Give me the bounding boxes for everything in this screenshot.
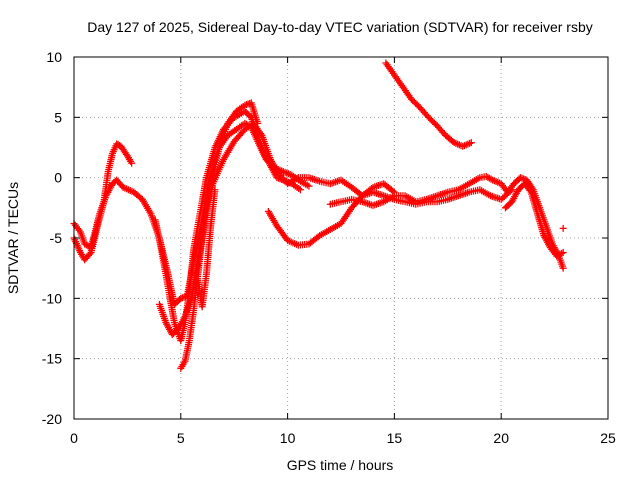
y-tick-label: -5 [50,230,63,246]
series-track-h [326,172,567,272]
data-point [559,224,567,232]
series-track-k [559,224,567,232]
x-tick-label: 20 [493,430,509,446]
y-tick-label: 10 [46,49,62,65]
series-track-c [151,107,304,345]
data-point [296,186,304,194]
grid-lines [74,57,608,419]
data-points [70,59,567,372]
x-axis-ticks: 0 5 10 15 20 25 [70,57,616,446]
data-point [559,248,567,256]
x-tick-label: 10 [280,430,296,446]
y-tick-label: 0 [54,170,62,186]
data-point [211,186,219,194]
x-tick-label: 15 [387,430,403,446]
chart-title: Day 127 of 2025, Sidereal Day-to-day VTE… [87,19,593,35]
x-tick-label: 25 [600,430,616,446]
data-point [305,182,313,190]
y-axis-ticks: -20 -15 -10 -5 0 5 10 [42,49,608,427]
series-track-b [70,140,136,264]
y-axis-label: SDTVAR / TECUs [5,182,21,294]
series-track-j [501,180,567,260]
data-point [558,249,566,257]
data-point [487,175,495,183]
y-tick-label: -20 [42,411,62,427]
x-tick-label: 0 [70,430,78,446]
y-tick-label: -10 [42,290,62,306]
series-track-g [264,186,516,249]
series-track-i [382,59,475,150]
x-tick-label: 5 [177,430,185,446]
series-track-f [194,186,219,311]
y-tick-label: 5 [54,109,62,125]
data-point [128,159,136,167]
y-tick-label: -15 [42,351,62,367]
data-point [559,264,567,272]
data-point [467,139,475,147]
data-point [254,119,262,127]
series-track-e [177,119,313,372]
x-axis-label: GPS time / hours [287,457,394,473]
